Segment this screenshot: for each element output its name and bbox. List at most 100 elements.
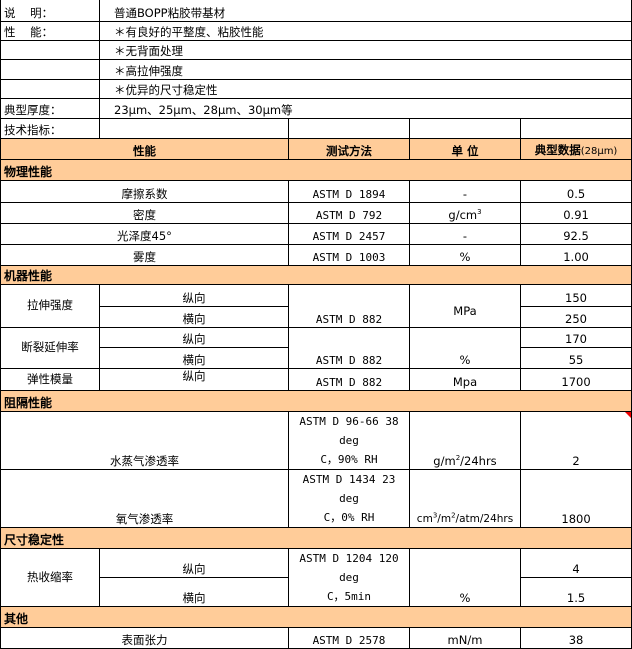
- table-row: 摩擦系数 ASTM D 1894 - 0.5: [0, 179, 632, 203]
- header-method[interactable]: 测试方法: [288, 137, 410, 160]
- unit-cell[interactable]: %: [409, 243, 521, 266]
- method-cell[interactable]: ASTM D 882: [288, 326, 410, 369]
- desc-value[interactable]: 普通BOPP粘胶带基材: [98, 0, 632, 22]
- method-line: C，5min: [326, 589, 372, 603]
- property-name[interactable]: 拉伸强度: [0, 283, 100, 328]
- property-name[interactable]: 光泽度45°: [0, 222, 289, 245]
- value-cell[interactable]: 150: [519, 283, 632, 307]
- direction-cell[interactable]: 纵向: [99, 367, 289, 391]
- value-cell[interactable]: 0.91: [519, 201, 632, 224]
- unit-sup: 2: [455, 453, 461, 462]
- method-cell[interactable]: ASTM D 96-66 38 deg C，90% RH: [288, 410, 410, 470]
- unit-text: g/cm: [448, 207, 478, 222]
- perf-label[interactable]: 性 能：: [0, 20, 100, 41]
- empty-cell[interactable]: [519, 117, 632, 139]
- method-cell[interactable]: ASTM D 792: [288, 201, 410, 224]
- section-dimensional[interactable]: 尺寸稳定性: [0, 526, 632, 549]
- section-physical[interactable]: 物理性能: [0, 158, 632, 181]
- unit-sup: 3: [477, 207, 482, 216]
- method-cell[interactable]: ASTM D 1204 120 deg C，5min: [288, 547, 410, 607]
- unit-cell[interactable]: -: [409, 222, 521, 245]
- perf-item[interactable]: ＊无背面处理: [98, 39, 632, 60]
- method-cell[interactable]: ASTM D 1434 23 deg C，0% RH: [288, 468, 410, 528]
- perf-item[interactable]: ＊优异的尺寸稳定性: [98, 78, 632, 99]
- section-mechanical[interactable]: 机器性能: [0, 264, 632, 285]
- value-cell[interactable]: 38: [519, 626, 632, 649]
- unit-cell[interactable]: g/m2/24hrs: [409, 410, 521, 470]
- table-row: 密度 ASTM D 792 g/cm3 0.91: [0, 201, 632, 224]
- unit-text: /m: [437, 512, 452, 525]
- unit-cell[interactable]: MPa: [409, 283, 521, 328]
- value-cell[interactable]: 170: [519, 326, 632, 348]
- desc-label[interactable]: 说 明：: [0, 0, 100, 22]
- spec-label[interactable]: 技术指标：: [0, 117, 100, 139]
- unit-cell[interactable]: %: [409, 547, 521, 607]
- property-name[interactable]: 雾度: [0, 243, 289, 266]
- value-cell[interactable]: 0.5: [519, 179, 632, 203]
- method-cell[interactable]: ASTM D 1003: [288, 243, 410, 266]
- property-name[interactable]: 摩擦系数: [0, 179, 289, 203]
- method-line: C，0% RH: [323, 510, 375, 524]
- unit-cell[interactable]: mN/m: [409, 626, 521, 649]
- direction-cell[interactable]: 纵向: [99, 547, 289, 579]
- direction-cell[interactable]: 纵向: [99, 283, 289, 307]
- method-cell[interactable]: ASTM D 1894: [288, 179, 410, 203]
- method-line: ASTM D 96-66 38 deg: [299, 414, 399, 447]
- property-name[interactable]: 断裂延伸率: [0, 326, 100, 369]
- direction-cell[interactable]: 纵向: [99, 326, 289, 348]
- method-line: C，90% RH: [320, 452, 378, 466]
- empty-cell[interactable]: [288, 117, 410, 139]
- empty-cell[interactable]: [99, 117, 289, 139]
- property-name[interactable]: 弹性模量: [0, 367, 100, 391]
- header-property[interactable]: 性能: [0, 137, 289, 160]
- table-row: 光泽度45° ASTM D 2457 - 92.5: [0, 222, 632, 245]
- method-line: ASTM D 1434 23 deg: [302, 472, 396, 505]
- empty-cell[interactable]: [409, 117, 521, 139]
- empty-cell[interactable]: [0, 39, 100, 60]
- unit-text: /24hrs: [460, 453, 497, 468]
- value-cell[interactable]: 250: [519, 305, 632, 328]
- header-unit[interactable]: 单 位: [409, 137, 521, 160]
- method-cell[interactable]: ASTM D 2578: [288, 626, 410, 649]
- unit-sup: 3: [432, 511, 438, 519]
- method-line: ASTM D 1204 120 deg: [299, 551, 399, 584]
- unit-text: cm: [416, 512, 433, 525]
- direction-cell[interactable]: 横向: [99, 346, 289, 369]
- property-name[interactable]: 氧气渗透率: [0, 468, 289, 528]
- thickness-label[interactable]: 典型厚度：: [0, 97, 100, 119]
- value-cell[interactable]: 55: [519, 346, 632, 369]
- direction-cell[interactable]: 横向: [99, 305, 289, 328]
- section-barrier[interactable]: 阻隔性能: [0, 389, 632, 412]
- table-row: 表面张力 ASTM D 2578 mN/m 38: [0, 626, 632, 649]
- empty-cell[interactable]: [0, 58, 100, 80]
- value-cell[interactable]: 4: [519, 547, 632, 579]
- value-cell[interactable]: 1.00: [519, 243, 632, 266]
- header-typical-note: (28μm): [580, 145, 618, 157]
- value-cell[interactable]: 92.5: [519, 222, 632, 245]
- unit-cell[interactable]: cm3/m2/atm/24hrs: [409, 468, 521, 528]
- unit-text: g/m: [433, 453, 456, 468]
- value-cell[interactable]: 1800: [519, 468, 632, 528]
- empty-cell[interactable]: [0, 78, 100, 99]
- perf-item[interactable]: ＊高拉伸强度: [98, 58, 632, 80]
- method-cell[interactable]: ASTM D 882: [288, 367, 410, 391]
- value-cell[interactable]: 1700: [519, 367, 632, 391]
- unit-cell[interactable]: Mpa: [409, 367, 521, 391]
- header-typical-label: 典型数据: [534, 142, 581, 157]
- header-typical[interactable]: 典型数据(28μm): [519, 137, 632, 160]
- perf-item[interactable]: ＊有良好的平整度、粘胶性能: [98, 20, 632, 41]
- method-cell[interactable]: ASTM D 2457: [288, 222, 410, 245]
- value-cell[interactable]: 2: [519, 410, 632, 470]
- section-other[interactable]: 其他: [0, 605, 632, 628]
- unit-cell[interactable]: -: [409, 179, 521, 203]
- method-cell[interactable]: ASTM D 882: [288, 283, 410, 328]
- property-name[interactable]: 水蒸气渗透率: [0, 410, 289, 470]
- thickness-value[interactable]: 23μm、25μm、28μm、30μm等: [98, 97, 632, 119]
- unit-sup: 2: [451, 511, 456, 519]
- unit-cell[interactable]: %: [409, 326, 521, 369]
- unit-cell[interactable]: g/cm3: [409, 201, 521, 224]
- property-name[interactable]: 表面张力: [0, 626, 289, 649]
- property-name[interactable]: 密度: [0, 201, 289, 224]
- property-name[interactable]: 热收缩率: [0, 547, 100, 607]
